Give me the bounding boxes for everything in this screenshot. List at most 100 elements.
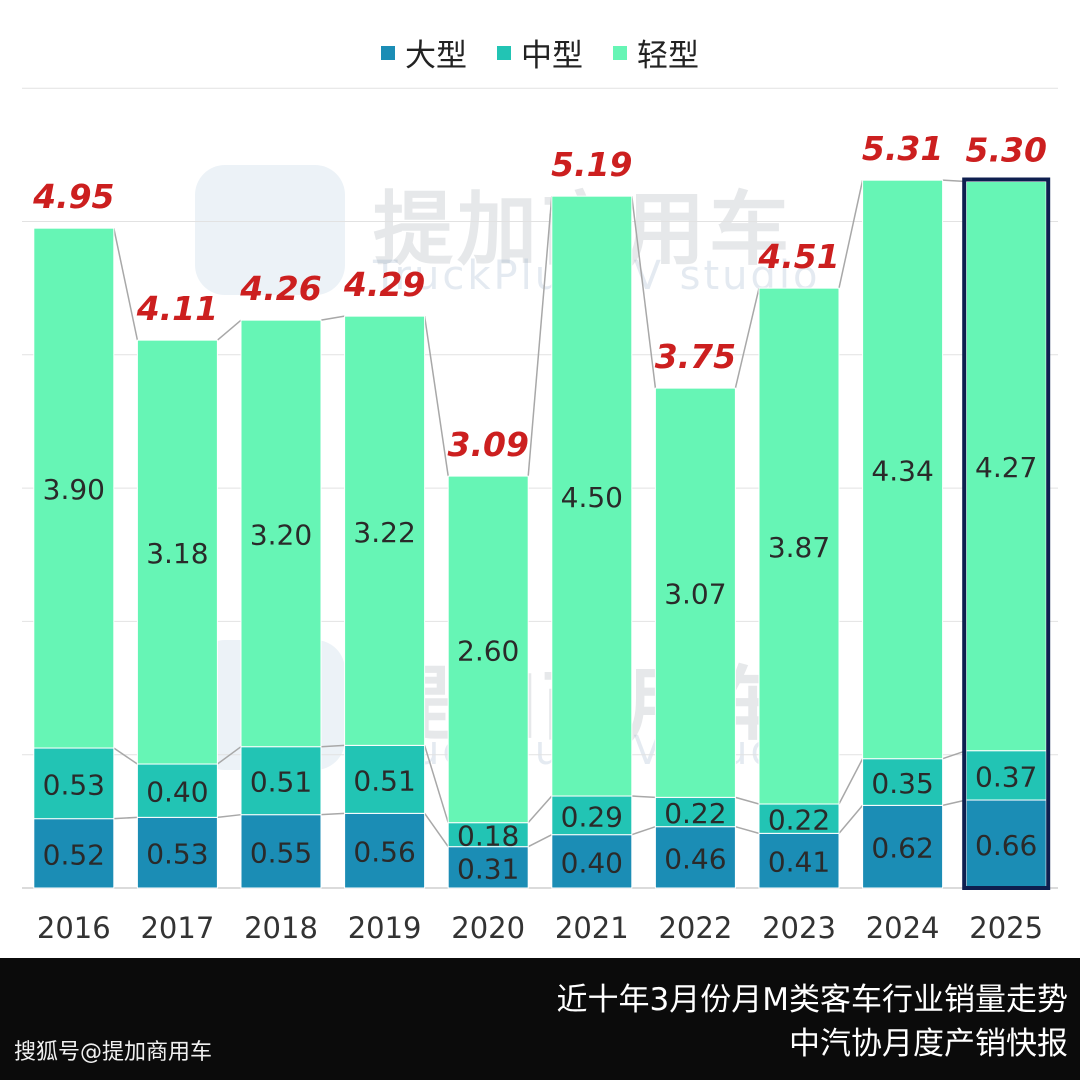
- highlight-border: [962, 177, 1051, 890]
- bar-value-label: 4.34: [871, 454, 933, 487]
- bar-value-label: 0.55: [250, 836, 312, 869]
- bar-value-label: 0.41: [768, 846, 830, 879]
- bar-segment: [551, 795, 633, 836]
- legend: 大型 中型 轻型: [0, 30, 1080, 75]
- bar-segment: [758, 287, 840, 805]
- legend-item: 大型: [381, 30, 467, 75]
- bar-segment: [344, 812, 426, 889]
- bar-value-label: 0.46: [664, 842, 726, 875]
- series-connector-line: [113, 228, 139, 341]
- bar-segment: [344, 315, 426, 746]
- legend-swatch: [497, 45, 511, 60]
- bar-value-label: 0.66: [975, 829, 1037, 862]
- legend-swatch: [613, 45, 627, 60]
- footer-bar: 搜狐号@提加商用车 近十年3月份月M类客车行业销量走势 中汽协月度产销快报: [0, 958, 1080, 1080]
- total-value-label: 5.30: [965, 131, 1046, 170]
- series-connector-line: [320, 812, 345, 816]
- x-tick-label: 2022: [658, 911, 732, 945]
- bar-value-label: 3.18: [146, 537, 208, 570]
- bar-value-label: 0.22: [768, 804, 830, 837]
- bar-value-label: 0.40: [146, 776, 208, 809]
- series-connector-line: [320, 315, 345, 321]
- bar-chart: 0.52 0.53 3.90 4.95 2016 0.53 0.40 3.18 4.11 2017…: [22, 87, 1058, 945]
- x-tick-label: 2018: [244, 911, 318, 945]
- x-tick-label: 2019: [348, 911, 422, 945]
- series-connector-line: [527, 834, 553, 848]
- series-connector-line: [734, 287, 760, 389]
- bar-segment: [447, 475, 529, 824]
- bar-segment: [862, 179, 944, 760]
- bar-value-label: 2.60: [457, 634, 519, 667]
- legend-label: 大型: [405, 38, 467, 74]
- series-connector-line: [838, 758, 864, 805]
- bar-value-label: 0.51: [250, 766, 312, 799]
- series-connector-line: [423, 812, 449, 848]
- x-tick-label: 2025: [969, 911, 1043, 945]
- bar-value-label: 0.62: [871, 832, 933, 865]
- bar-segment: [551, 195, 633, 797]
- series-connector-line: [735, 825, 760, 835]
- series-connector-line: [838, 180, 864, 289]
- bar-segment: [33, 747, 115, 820]
- bar-value-label: 0.31: [457, 852, 519, 885]
- x-tick-label: 2020: [451, 911, 525, 945]
- bar-value-label: 3.90: [43, 473, 105, 506]
- legend-item: 中型: [497, 30, 583, 75]
- total-value-label: 4.95: [32, 177, 114, 216]
- series-connector-line: [216, 319, 242, 341]
- x-tick-label: 2021: [555, 911, 629, 945]
- bar-value-label: 0.56: [353, 836, 415, 869]
- total-value-label: 3.75: [655, 337, 736, 376]
- bar-value-label: 0.29: [561, 800, 623, 833]
- total-value-label: 3.09: [447, 425, 528, 464]
- series-connector-line: [631, 795, 656, 799]
- series-connector-line: [216, 746, 242, 765]
- series-connector-line: [113, 816, 138, 820]
- bar-segment: [240, 814, 322, 889]
- series-connector-line: [113, 747, 138, 765]
- bar-segment: [447, 846, 529, 889]
- bar-segment: [240, 746, 322, 816]
- bar-value-label: 0.53: [43, 768, 105, 801]
- bar-segment: [33, 227, 115, 749]
- chart-title: 近十年3月份月M类客车行业销量走势: [556, 982, 1068, 1018]
- x-tick-label: 2017: [140, 911, 214, 945]
- bar-segment: [758, 832, 840, 889]
- series-connector-line: [838, 804, 864, 834]
- total-value-label: 4.11: [136, 289, 218, 328]
- series-connector-line: [527, 196, 553, 477]
- series-connector-line: [735, 796, 760, 805]
- bar-value-label: 3.22: [353, 516, 415, 549]
- bar-segment: [654, 796, 736, 828]
- total-value-label: 5.31: [862, 129, 943, 168]
- bar-value-label: 4.50: [561, 481, 623, 514]
- x-tick-label: 2016: [37, 911, 111, 945]
- bar-segment: [240, 319, 322, 748]
- bar-value-label: 0.35: [871, 767, 933, 800]
- total-value-label: 4.26: [239, 269, 321, 308]
- bar-value-label: 0.18: [457, 820, 519, 853]
- source-credit: 搜狐号@提加商用车: [14, 1040, 213, 1065]
- bar-segment: [965, 181, 1047, 752]
- bar-segment: [136, 339, 218, 765]
- bar-segment: [862, 758, 944, 806]
- legend-swatch: [381, 45, 395, 60]
- total-value-label: 5.19: [551, 145, 632, 184]
- series-connector-line: [217, 813, 242, 819]
- x-tick-label: 2023: [762, 911, 836, 945]
- total-value-label: 4.51: [757, 237, 839, 276]
- legend-label: 中型: [521, 38, 583, 74]
- bar-value-label: 3.20: [250, 518, 312, 551]
- x-tick-label: 2024: [866, 911, 940, 945]
- series-connector-line: [320, 744, 345, 748]
- bar-value-label: 0.37: [975, 760, 1037, 793]
- bar-value-label: 0.53: [146, 838, 208, 871]
- series-connector-line: [423, 745, 449, 823]
- bar-segment: [136, 816, 218, 889]
- bar-segment: [136, 763, 218, 818]
- legend-label: 轻型: [637, 38, 699, 74]
- bar-value-label: 0.52: [43, 838, 105, 871]
- bar-value-label: 4.27: [975, 451, 1037, 484]
- bar-segment: [654, 387, 736, 798]
